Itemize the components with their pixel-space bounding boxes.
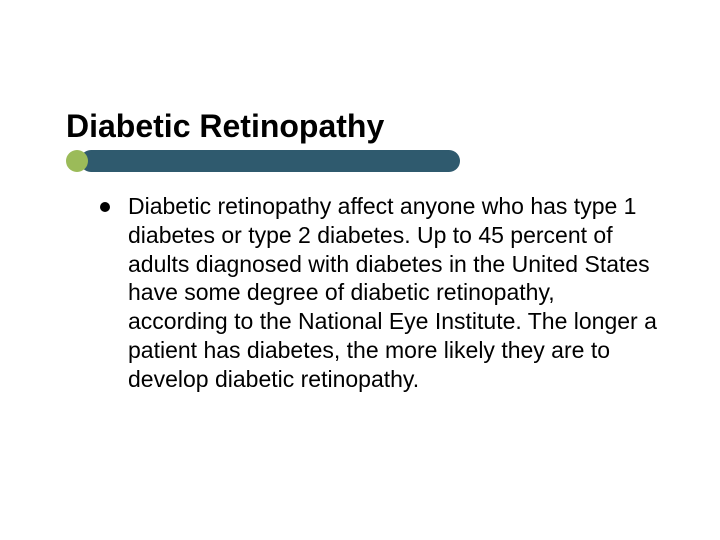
title-underline-bar (80, 150, 460, 172)
slide-body: Diabetic retinopathy affect anyone who h… (100, 192, 660, 393)
title-region: Diabetic Retinopathy (66, 108, 384, 145)
bullet-dot-icon (100, 202, 110, 212)
slide-title: Diabetic Retinopathy (66, 108, 384, 145)
bullet-text: Diabetic retinopathy affect anyone who h… (128, 192, 660, 393)
bullet-item: Diabetic retinopathy affect anyone who h… (100, 192, 660, 393)
slide: Diabetic Retinopathy Diabetic retinopath… (0, 0, 720, 540)
